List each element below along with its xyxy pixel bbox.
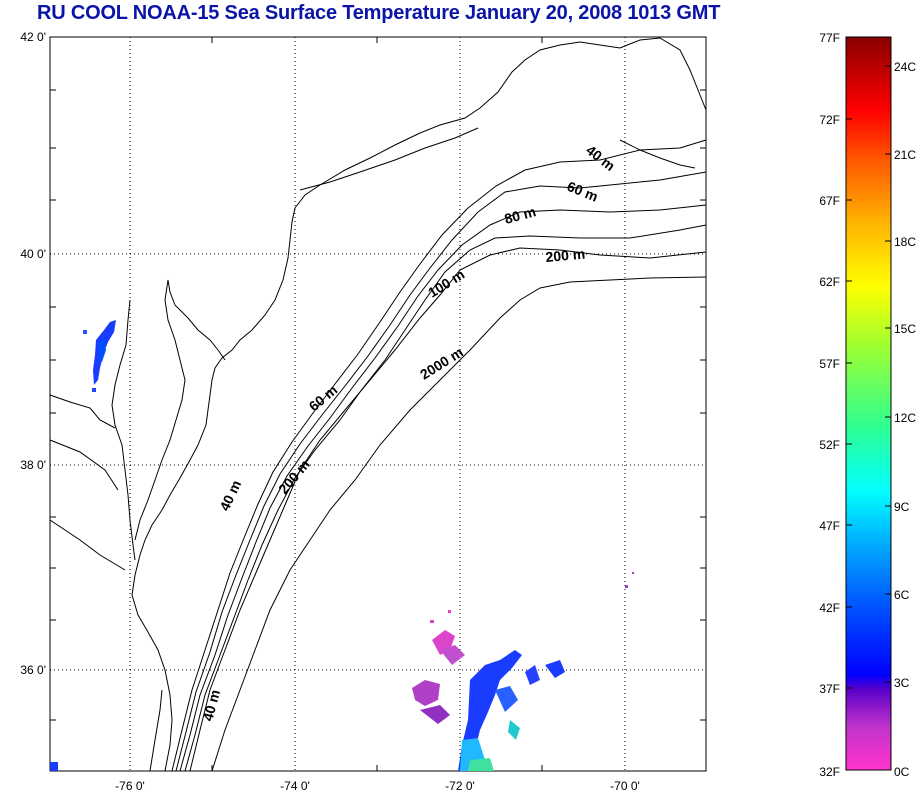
colorbar-f-label: 42F <box>819 601 840 615</box>
lon-label: -72 0' <box>445 779 475 793</box>
colorbar-c-label: 24C <box>894 60 916 74</box>
colorbar-f-label: 67F <box>819 194 840 208</box>
lon-label: -70 0' <box>610 779 640 793</box>
colorbar-f-label: 77F <box>819 31 840 45</box>
colorbar-c-label: 3C <box>894 676 910 690</box>
lon-label: -74 0' <box>280 779 310 793</box>
colorbar-gradient <box>845 36 892 771</box>
colorbar-c-label: 6C <box>894 588 910 602</box>
lat-label: 40 0' <box>20 247 46 261</box>
map-title: RU COOL NOAA-15 Sea Surface Temperature … <box>37 2 721 24</box>
contour-label: 200 m <box>545 246 586 265</box>
contour-label: 40 m <box>199 688 223 723</box>
colorbar-c-label: 9C <box>894 500 910 514</box>
colorbar-f-label: 57F <box>819 357 840 371</box>
colorbar-f-label: 37F <box>819 682 840 696</box>
lat-label: 38 0' <box>20 458 46 472</box>
lon-label: -76 0' <box>115 779 145 793</box>
contour-label: 80 m <box>503 203 538 227</box>
coastline <box>49 37 707 772</box>
colorbar-c-label: 15C <box>894 322 916 336</box>
colorbar-f-label: 47F <box>819 519 840 533</box>
colorbar: 77F 72F 67F 62F 57F 52F 47F 42F 37F 32F … <box>819 31 916 779</box>
colorbar-ticks <box>846 36 891 689</box>
bathymetry-lines <box>171 139 707 772</box>
graticule <box>50 37 706 771</box>
lon-labels: -76 0' -74 0' -72 0' -70 0' <box>115 779 640 793</box>
colorbar-f-label: 52F <box>819 438 840 452</box>
colorbar-c-label: 21C <box>894 148 916 162</box>
sst-data-offshore <box>50 572 634 771</box>
lat-label: 42 0' <box>20 30 46 44</box>
colorbar-c-label: 18C <box>894 235 916 249</box>
lat-labels: 42 0' 40 0' 38 0' 36 0' <box>20 30 46 677</box>
colorbar-f-label: 72F <box>819 113 840 127</box>
lat-label: 36 0' <box>20 663 46 677</box>
colorbar-c-label: 0C <box>894 765 910 779</box>
sst-data-chesapeake <box>83 320 116 392</box>
map-frame <box>49 36 707 772</box>
colorbar-f-label: 32F <box>819 765 840 779</box>
colorbar-f-label: 62F <box>819 275 840 289</box>
colorbar-c-label: 12C <box>894 411 916 425</box>
